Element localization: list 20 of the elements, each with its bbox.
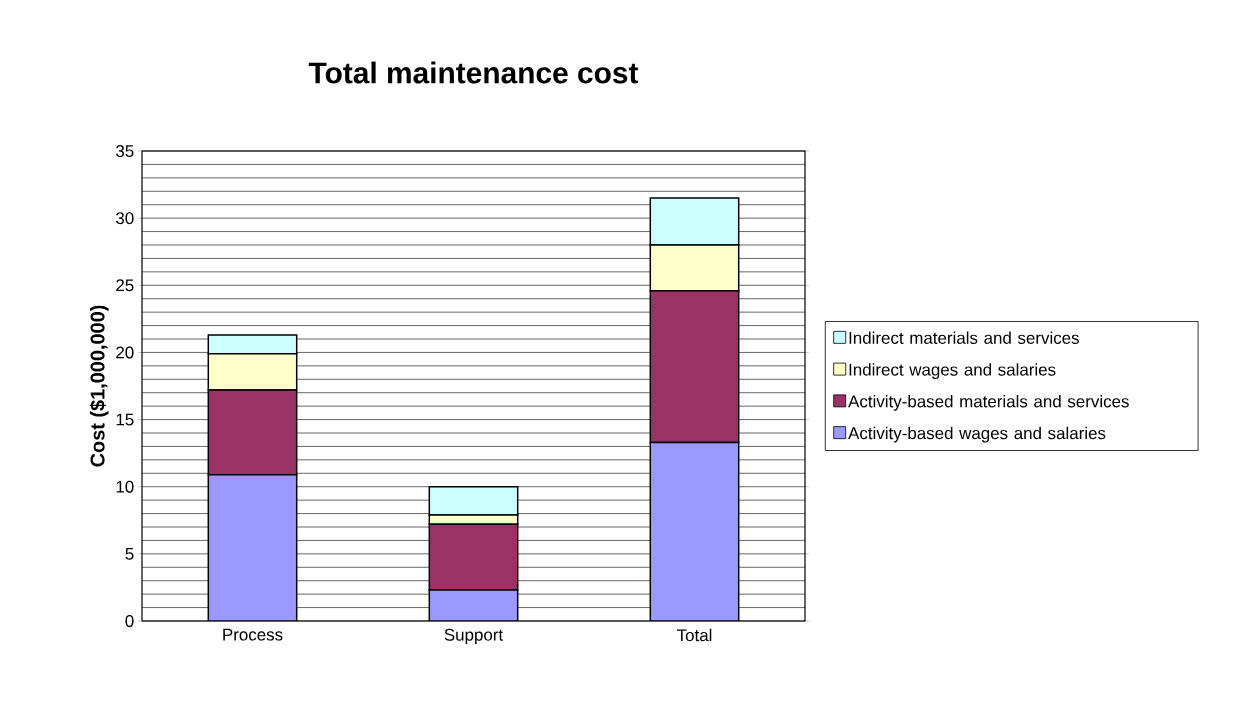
y-tick-label: 5 (125, 547, 134, 560)
y-tick-label: 20 (116, 346, 134, 359)
bar (428, 589, 519, 621)
x-tick-label: Total (676, 628, 712, 642)
y-axis-title: Cost ($1,000,000) (89, 305, 109, 467)
legend-label: Activity-based wages and salaries (848, 426, 1106, 443)
y-tick-label: 35 (116, 145, 134, 157)
y-tick-label: 30 (116, 212, 134, 225)
bar (649, 441, 740, 621)
y-tick-label: 0 (125, 615, 134, 627)
legend-label: Indirect wages and salaries (849, 363, 1056, 380)
chart-title: Total maintenance cost (308, 61, 639, 84)
x-tick-label: Process (223, 628, 283, 641)
y-tick-label: 10 (116, 480, 134, 493)
y-tick-label: 15 (116, 413, 134, 426)
legend-label: Indirect materials and services (849, 331, 1079, 344)
y-tick-label: 25 (116, 279, 134, 292)
x-tick-label: Support (444, 628, 504, 645)
bar (207, 473, 298, 621)
legend-label: Activity-based materials and services (848, 395, 1129, 411)
